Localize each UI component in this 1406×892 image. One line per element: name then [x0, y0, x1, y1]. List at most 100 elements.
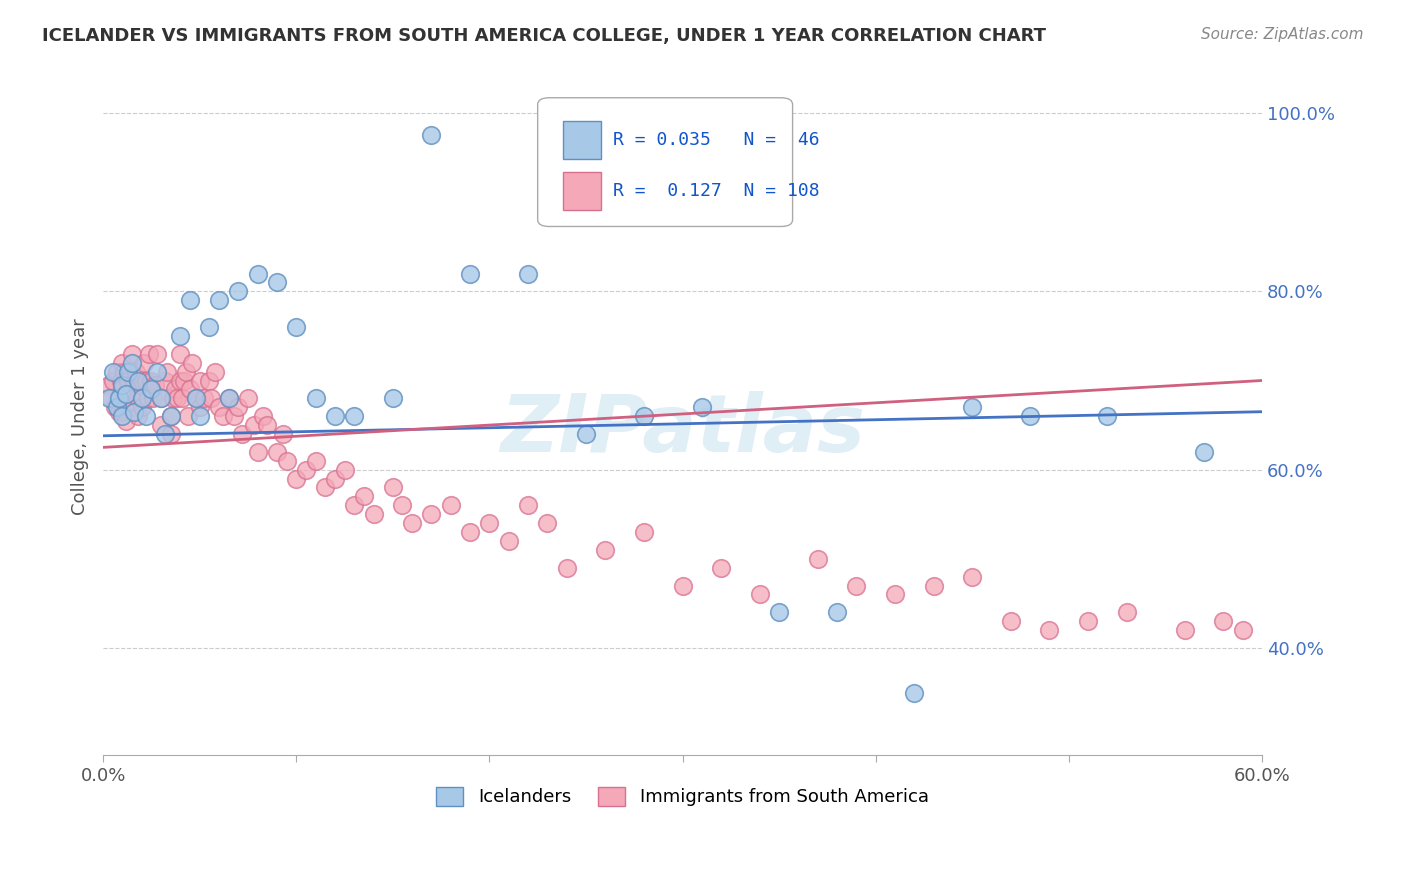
Point [101, 374, 124, 388]
Point [218, 392, 240, 406]
Point [159, 409, 181, 424]
Point [391, 498, 413, 512]
Point [208, 293, 231, 308]
Point [141, 383, 163, 397]
Point [285, 320, 308, 334]
Point [536, 516, 558, 530]
Point [159, 427, 181, 442]
Point [97, 392, 120, 406]
Point [188, 374, 211, 388]
Point [304, 454, 326, 468]
Text: ICELANDER VS IMMIGRANTS FROM SOUTH AMERICA COLLEGE, UNDER 1 YEAR CORRELATION CHA: ICELANDER VS IMMIGRANTS FROM SOUTH AMERI… [42, 27, 1046, 45]
Point [115, 414, 138, 428]
Point [181, 356, 204, 370]
Point [169, 347, 191, 361]
Point [172, 392, 194, 406]
Point [420, 507, 443, 521]
Point [188, 409, 211, 424]
Point [150, 418, 173, 433]
Point [960, 401, 983, 415]
Point [111, 383, 134, 397]
Point [127, 392, 149, 406]
Point [633, 524, 655, 539]
Point [117, 374, 139, 388]
Point [1115, 605, 1137, 619]
Point [125, 365, 148, 379]
Point [1192, 445, 1215, 459]
Point [204, 365, 226, 379]
Point [478, 516, 501, 530]
Point [228, 285, 250, 299]
Point [1174, 623, 1197, 637]
Point [266, 276, 288, 290]
Point [420, 128, 443, 143]
Point [128, 378, 150, 392]
Point [922, 578, 945, 592]
Point [146, 365, 169, 379]
Point [276, 454, 298, 468]
Point [193, 392, 215, 406]
Point [593, 542, 616, 557]
Point [136, 392, 159, 406]
Point [120, 387, 142, 401]
Point [575, 427, 598, 442]
Y-axis label: College, Under 1 year: College, Under 1 year [72, 318, 89, 515]
Point [1019, 409, 1042, 424]
Point [121, 401, 143, 415]
Point [266, 445, 288, 459]
Point [179, 383, 201, 397]
Point [188, 401, 211, 415]
Point [246, 445, 269, 459]
Point [107, 392, 129, 406]
Point [159, 409, 181, 424]
Point [163, 383, 186, 397]
Point [105, 401, 128, 415]
Point [458, 524, 481, 539]
Point [228, 401, 250, 415]
Text: R =  0.127  N = 108: R = 0.127 N = 108 [613, 182, 820, 200]
Point [173, 374, 195, 388]
Point [200, 392, 222, 406]
Point [184, 392, 207, 406]
Point [401, 516, 423, 530]
Point [208, 401, 231, 415]
Point [246, 267, 269, 281]
Point [107, 392, 129, 406]
Point [117, 365, 139, 379]
Point [555, 560, 578, 574]
Point [143, 378, 166, 392]
Point [710, 560, 733, 574]
Point [343, 498, 366, 512]
Point [162, 392, 184, 406]
Point [127, 409, 149, 424]
Point [153, 374, 176, 388]
Point [1212, 614, 1234, 628]
Text: ZIPatlas: ZIPatlas [501, 391, 865, 468]
Point [748, 587, 770, 601]
Point [314, 481, 336, 495]
Point [903, 685, 925, 699]
Point [498, 533, 520, 548]
Point [179, 293, 201, 308]
Point [150, 392, 173, 406]
Point [671, 578, 693, 592]
Text: R = 0.035   N =  46: R = 0.035 N = 46 [613, 131, 820, 149]
Point [121, 356, 143, 370]
Point [174, 365, 197, 379]
Point [845, 578, 868, 592]
Point [807, 551, 830, 566]
FancyBboxPatch shape [537, 98, 793, 227]
Point [169, 329, 191, 343]
Point [825, 605, 848, 619]
Point [343, 409, 366, 424]
Point [138, 347, 160, 361]
Point [115, 392, 138, 406]
Point [177, 409, 200, 424]
Point [111, 405, 134, 419]
Point [323, 409, 346, 424]
Point [122, 405, 145, 419]
Point [242, 418, 264, 433]
Point [100, 392, 122, 406]
FancyBboxPatch shape [564, 121, 602, 159]
Point [127, 374, 149, 388]
